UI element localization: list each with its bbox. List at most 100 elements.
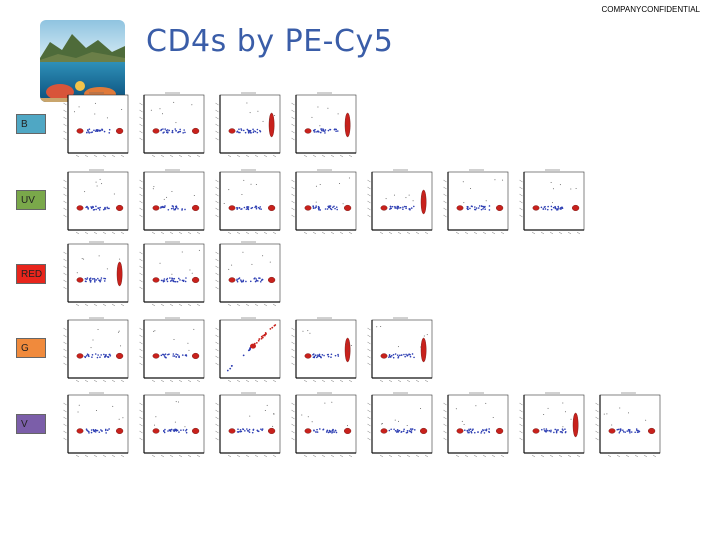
x-tick-label bbox=[424, 455, 429, 457]
event-dot bbox=[91, 353, 94, 356]
event-dot bbox=[179, 128, 181, 131]
event-dot bbox=[557, 207, 560, 209]
x-tick-label bbox=[424, 380, 429, 382]
event-dot bbox=[90, 207, 93, 210]
scatter-plot bbox=[214, 391, 282, 459]
x-tick-label bbox=[111, 232, 116, 234]
event-dot bbox=[150, 109, 152, 111]
x-tick-label bbox=[169, 155, 174, 157]
event-dot bbox=[193, 195, 195, 197]
y-tick-label bbox=[291, 362, 295, 366]
y-tick-label bbox=[63, 416, 67, 420]
negative-population bbox=[456, 205, 464, 211]
event-dot bbox=[96, 130, 99, 133]
event-dot bbox=[257, 110, 259, 112]
event-dot bbox=[312, 205, 314, 207]
event-dot bbox=[334, 429, 337, 432]
event-dot bbox=[223, 203, 225, 205]
event-dot bbox=[318, 207, 320, 209]
event-dot bbox=[97, 328, 99, 330]
event-dot bbox=[160, 128, 163, 131]
negative-population bbox=[304, 205, 312, 211]
y-tick-label bbox=[139, 251, 143, 255]
event-dot bbox=[185, 428, 188, 431]
negative-population bbox=[228, 428, 236, 434]
event-dot bbox=[316, 130, 319, 133]
x-tick-label bbox=[272, 304, 277, 306]
event-dot bbox=[483, 432, 486, 434]
event-dot bbox=[399, 354, 401, 357]
event-dot bbox=[167, 208, 170, 211]
event-dot bbox=[238, 277, 241, 279]
x-tick-label bbox=[120, 232, 125, 234]
event-dot bbox=[622, 431, 625, 433]
event-dot bbox=[269, 327, 272, 330]
x-tick-label bbox=[111, 304, 116, 306]
event-dot bbox=[475, 405, 477, 407]
x-tick-label bbox=[397, 380, 402, 382]
event-dot bbox=[399, 206, 402, 209]
event-dot bbox=[171, 273, 173, 275]
y-tick-label bbox=[595, 402, 599, 406]
y-tick-label bbox=[63, 272, 67, 276]
y-tick-label bbox=[367, 362, 371, 366]
event-dot bbox=[555, 431, 558, 434]
event-dot bbox=[345, 125, 347, 127]
positive-population bbox=[115, 427, 124, 434]
event-dot bbox=[559, 431, 562, 433]
event-dot bbox=[106, 206, 108, 209]
x-tick-label bbox=[254, 455, 259, 457]
event-dot bbox=[409, 208, 411, 211]
event-dot bbox=[255, 341, 258, 344]
event-dot bbox=[163, 431, 166, 434]
event-dot bbox=[564, 428, 566, 430]
x-tick-label bbox=[576, 232, 581, 234]
event-dot bbox=[326, 353, 329, 356]
event-dot bbox=[606, 413, 608, 415]
event-dot bbox=[261, 428, 264, 430]
event-dot bbox=[182, 279, 185, 282]
event-dot bbox=[411, 428, 413, 430]
x-tick-label bbox=[151, 380, 156, 382]
event-dot bbox=[634, 431, 636, 434]
event-dot bbox=[169, 280, 172, 282]
y-tick-label bbox=[63, 423, 67, 427]
event-dot bbox=[152, 188, 154, 190]
positive-population bbox=[571, 204, 580, 211]
event-dot bbox=[406, 354, 409, 357]
event-dot bbox=[550, 208, 553, 211]
y-tick-label bbox=[443, 186, 447, 190]
event-dot bbox=[176, 354, 179, 356]
event-dot bbox=[312, 207, 315, 210]
event-dot bbox=[163, 198, 165, 200]
event-dot bbox=[315, 205, 317, 207]
event-dot bbox=[273, 413, 275, 415]
event-dot bbox=[624, 431, 626, 433]
event-dot bbox=[154, 330, 156, 332]
event-dot bbox=[271, 326, 274, 329]
event-dot bbox=[177, 207, 179, 210]
event-dot bbox=[390, 354, 393, 357]
x-tick-label bbox=[120, 380, 125, 382]
y-tick-label bbox=[291, 109, 295, 113]
y-tick-label bbox=[519, 402, 523, 406]
scatter-plot bbox=[138, 240, 206, 308]
positive-population bbox=[191, 352, 200, 359]
event-dot bbox=[552, 206, 555, 209]
event-dot bbox=[397, 355, 400, 358]
event-dot bbox=[557, 205, 560, 208]
x-tick-label bbox=[196, 232, 201, 234]
positive-population bbox=[191, 427, 200, 434]
event-dot bbox=[342, 203, 344, 205]
x-tick-label bbox=[227, 232, 232, 234]
x-tick-label bbox=[160, 380, 165, 382]
event-dot bbox=[561, 428, 564, 430]
y-tick-label bbox=[139, 430, 143, 434]
event-dot bbox=[329, 205, 332, 207]
y-tick-label bbox=[595, 416, 599, 420]
event-dot bbox=[470, 431, 473, 434]
event-dot bbox=[256, 128, 259, 131]
event-dot bbox=[322, 130, 325, 132]
event-dot bbox=[480, 205, 483, 207]
event-dot bbox=[87, 129, 89, 132]
